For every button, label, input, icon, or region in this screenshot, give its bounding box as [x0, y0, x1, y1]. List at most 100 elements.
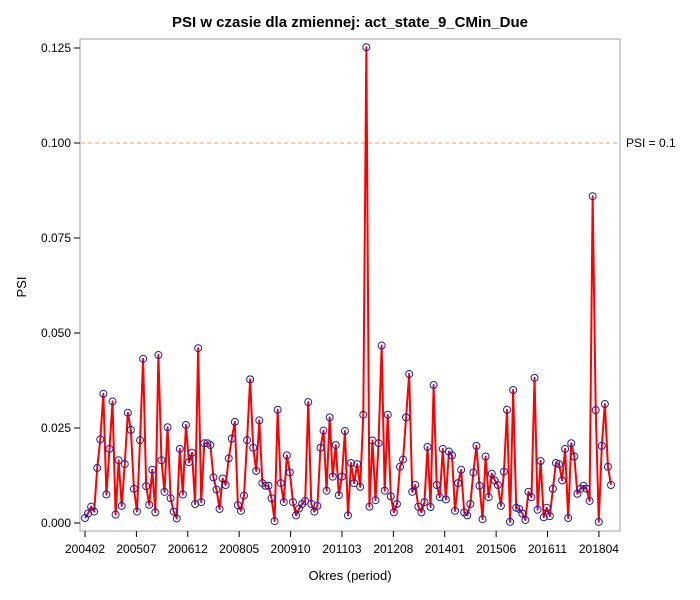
data-point — [313, 501, 322, 510]
data-point — [518, 509, 527, 518]
data-point — [279, 498, 288, 507]
data-point — [230, 417, 239, 426]
data-point — [114, 456, 123, 465]
data-point — [99, 389, 108, 398]
data-point — [184, 458, 193, 467]
data-point — [405, 370, 414, 379]
data-point — [600, 400, 609, 409]
data-point — [395, 462, 404, 471]
y-tick-label: 0.125 — [41, 41, 71, 55]
data-point — [466, 500, 475, 508]
data-point — [478, 515, 487, 524]
data-point — [527, 493, 536, 502]
data-point — [597, 441, 606, 450]
data-point — [555, 460, 564, 469]
data-point — [545, 512, 554, 521]
data-point — [175, 444, 184, 453]
data-point — [499, 467, 508, 476]
data-point — [148, 465, 157, 474]
data-point — [319, 426, 328, 435]
data-point — [215, 504, 224, 513]
data-point — [371, 496, 380, 505]
data-point — [206, 441, 215, 450]
series-line — [84, 46, 612, 523]
data-point — [380, 486, 389, 495]
data-point — [117, 501, 126, 510]
data-point — [328, 472, 337, 481]
data-point — [362, 43, 371, 52]
data-point — [304, 398, 313, 407]
data-point — [123, 408, 132, 417]
data-point — [344, 511, 352, 520]
data-point — [218, 474, 227, 483]
reference-line-label: PSI = 0.1 — [626, 136, 676, 150]
x-tick-label: 201401 — [425, 542, 465, 556]
data-point — [243, 436, 252, 445]
x-tick-label: 201208 — [373, 542, 413, 556]
data-point — [90, 507, 99, 516]
data-point — [340, 427, 349, 436]
data-point — [570, 452, 579, 461]
x-axis: 200402 200507 200612 200805 200910 201103 2012… — [65, 531, 619, 556]
data-point — [423, 443, 432, 451]
data-point — [472, 441, 481, 450]
data-point — [530, 373, 539, 382]
data-point — [264, 481, 273, 490]
data-point — [105, 444, 114, 453]
x-tick-label: 200805 — [219, 542, 259, 556]
data-point — [288, 498, 297, 507]
data-point — [591, 406, 600, 415]
data-point — [454, 479, 463, 488]
x-tick-label: 200507 — [116, 542, 156, 556]
data-point — [487, 469, 496, 478]
data-point — [261, 481, 270, 490]
data-point — [420, 498, 429, 507]
data-point — [282, 451, 291, 460]
data-point — [163, 423, 172, 432]
y-axis: 0.000 0.025 0.050 0.075 0.100 0.125 — [41, 41, 80, 530]
data-point — [350, 479, 359, 488]
x-tick-label: 201611 — [528, 542, 567, 556]
data-point — [389, 508, 398, 517]
data-point — [585, 496, 594, 505]
data-point — [276, 479, 285, 488]
series-group — [81, 43, 615, 526]
data-point — [588, 192, 597, 201]
data-point — [426, 503, 435, 512]
data-point — [594, 517, 603, 526]
data-point — [539, 513, 548, 522]
data-point — [353, 460, 362, 469]
data-point — [111, 510, 120, 519]
data-point — [255, 416, 264, 425]
data-point — [564, 514, 573, 523]
data-point — [561, 444, 570, 453]
data-point — [227, 434, 236, 443]
data-point — [197, 498, 206, 507]
data-point — [331, 441, 340, 450]
data-point — [246, 375, 255, 384]
data-point — [166, 494, 175, 503]
data-point — [503, 405, 512, 414]
data-point — [558, 476, 567, 485]
data-point — [157, 456, 166, 465]
x-tick-label: 200402 — [65, 542, 105, 556]
data-point — [377, 341, 386, 350]
data-point — [154, 351, 163, 360]
data-point — [316, 443, 325, 452]
data-point — [542, 503, 551, 512]
data-point — [548, 484, 557, 493]
chart-title: PSI w czasie dla zmiennej: act_state_9_C… — [172, 14, 528, 31]
y-tick-label: 0.100 — [41, 136, 71, 150]
data-point — [178, 490, 187, 499]
reference-line-group: PSI = 0.1 — [81, 136, 676, 150]
data-point — [441, 495, 450, 504]
data-point — [475, 481, 484, 490]
data-point — [139, 354, 148, 363]
data-point — [607, 481, 615, 489]
data-point — [365, 502, 374, 511]
data-point — [181, 420, 190, 429]
data-point — [417, 508, 426, 517]
x-axis-label: Okres (period) — [308, 568, 391, 583]
data-point — [102, 490, 111, 499]
